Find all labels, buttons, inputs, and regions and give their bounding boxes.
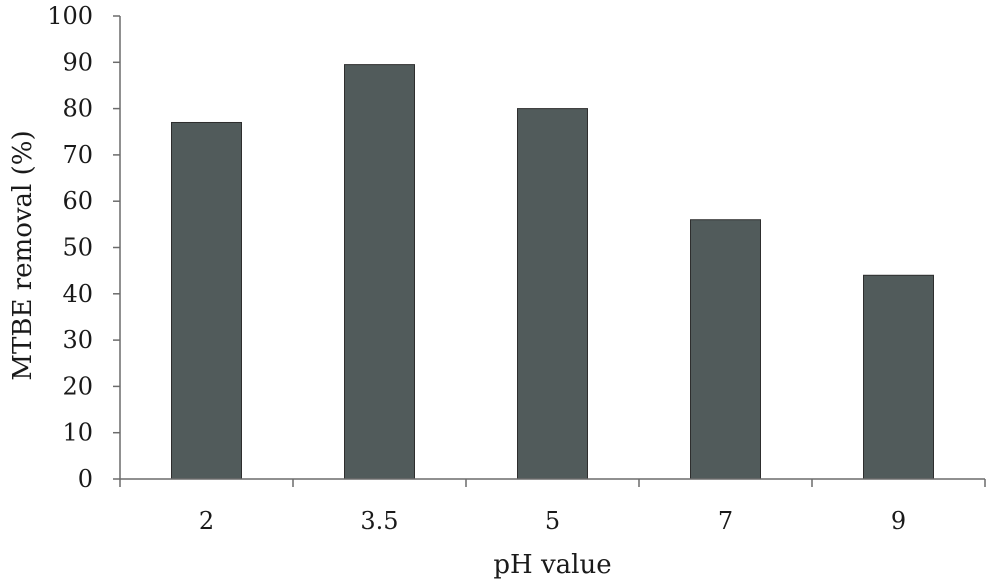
bar-ph-9 (863, 274, 934, 480)
y-axis-title: MTBE removal (%) (8, 130, 38, 380)
x-tick-label: 9 (891, 507, 906, 535)
y-tick-label: 90 (62, 48, 93, 76)
bar-series (171, 64, 934, 480)
y-tick-label: 20 (62, 372, 93, 400)
bar-ph-7 (690, 219, 761, 480)
y-axis-ticks: 0 10 20 30 40 50 60 70 80 90 100 (47, 2, 120, 493)
x-tick-label: 7 (718, 507, 733, 535)
y-tick-label: 40 (62, 280, 93, 308)
bar-ph-3.5 (344, 64, 415, 480)
y-tick-label: 30 (62, 326, 93, 354)
bar-ph-5 (517, 108, 588, 480)
x-axis-ticks: 2 3.5 5 7 9 (119, 479, 986, 535)
y-tick-label: 50 (62, 234, 93, 262)
x-tick-label: 5 (545, 507, 560, 535)
y-tick-label: 80 (62, 95, 93, 123)
bar-ph-2 (171, 121, 242, 480)
y-tick-label: 60 (62, 187, 93, 215)
y-tick-label: 10 (62, 419, 93, 447)
x-tick-label: 3.5 (360, 507, 398, 535)
y-tick-label: 0 (78, 465, 93, 493)
y-tick-label: 100 (47, 2, 93, 30)
x-axis-title: pH value (493, 550, 611, 580)
y-tick-label: 70 (62, 141, 93, 169)
x-tick-label: 2 (199, 507, 214, 535)
